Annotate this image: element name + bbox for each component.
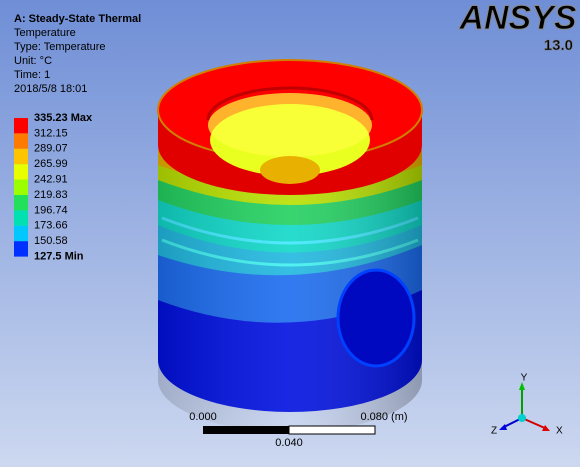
- legend-label: 312.15: [34, 127, 68, 139]
- legend-label: 127.5 Min: [34, 251, 84, 263]
- legend-swatch: [14, 164, 28, 180]
- legend-label: 242.91: [34, 174, 68, 186]
- scale-middle: 0.040: [275, 437, 303, 449]
- scale-right: 0.080 (m): [360, 411, 407, 423]
- legend-swatch: [14, 179, 28, 195]
- header-line: Temperature: [14, 27, 76, 39]
- legend-label: 150.58: [34, 235, 68, 247]
- legend-label: 173.66: [34, 220, 68, 232]
- legend: 335.23 Max 312.15 289.07 265.99 242.91 219.83…: [14, 112, 93, 263]
- triad: Y X Z: [491, 373, 563, 437]
- logo-name: ANSYS: [458, 0, 576, 37]
- legend-swatch: [14, 133, 28, 149]
- triad-y: Y: [521, 373, 528, 384]
- header-line: Unit: °C: [14, 55, 52, 67]
- header-line: Type: Temperature: [14, 41, 106, 53]
- legend-label: 335.23 Max: [34, 112, 93, 124]
- triad-x: X: [556, 426, 563, 437]
- legend-swatch: [14, 225, 28, 242]
- piston-model: [157, 59, 423, 432]
- legend-label: 196.74: [34, 204, 68, 216]
- legend-label: 219.83: [34, 189, 68, 201]
- legend-swatch: [14, 118, 28, 134]
- triad-z: Z: [491, 426, 497, 437]
- legend-label: 289.07: [34, 143, 68, 155]
- header-line: 2018/5/8 18:01: [14, 83, 87, 95]
- header-line: Time: 1: [14, 69, 50, 81]
- scale-bar: 0.000 0.080 (m) 0.040: [189, 411, 407, 449]
- legend-label: 265.99: [34, 158, 68, 170]
- logo: ANSYS 13.0: [458, 0, 577, 54]
- legend-swatch: [14, 210, 28, 226]
- header: A: Steady-State Thermal Temperature Type:…: [14, 13, 141, 95]
- logo-version: 13.0: [544, 37, 573, 54]
- legend-swatch: [14, 241, 28, 257]
- scale-left: 0.000: [189, 411, 217, 423]
- analysis-title: A: Steady-State Thermal: [14, 13, 141, 25]
- legend-swatch: [14, 148, 28, 165]
- legend-swatch: [14, 195, 28, 211]
